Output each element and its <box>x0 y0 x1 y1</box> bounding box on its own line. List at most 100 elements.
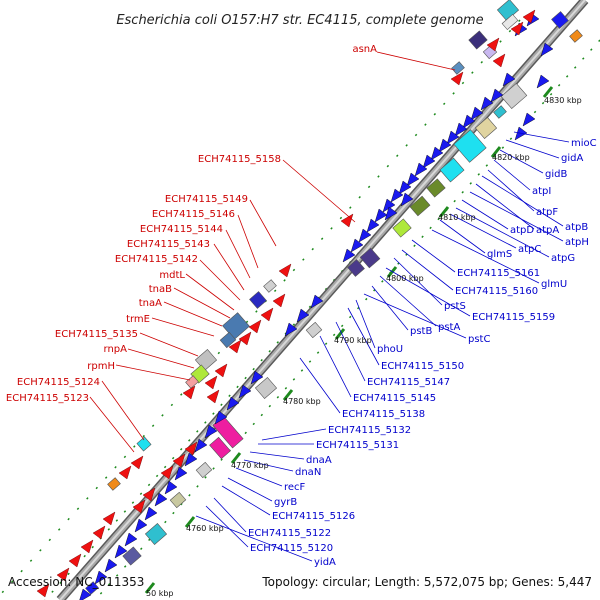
gene-label[interactable]: asnA <box>352 44 377 55</box>
forward-gene-arrow <box>490 88 504 103</box>
gene-block <box>359 247 381 269</box>
gene-label[interactable]: atpH <box>565 237 589 248</box>
reverse-gene-arrow <box>260 307 274 322</box>
gene-block <box>169 491 187 509</box>
tick-label: 4830 kbp <box>544 96 582 105</box>
gene-label[interactable]: glmU <box>541 279 567 290</box>
label-leader-line <box>411 239 456 273</box>
gene-block <box>551 11 569 29</box>
label-leader-line <box>431 229 540 284</box>
gene-label[interactable]: ECH74115_5144 <box>140 224 223 235</box>
gene-label[interactable]: gidA <box>561 153 583 164</box>
label-leader-line <box>401 249 454 291</box>
gene-block <box>249 291 267 309</box>
forward-gene-arrow <box>358 228 372 243</box>
reverse-gene-arrow <box>80 539 94 554</box>
reverse-gene-arrow <box>56 567 70 582</box>
gene-label[interactable]: pstB <box>410 326 432 337</box>
gene-label[interactable]: atpB <box>565 222 588 233</box>
gene-label[interactable]: glmS <box>487 249 512 260</box>
gene-label[interactable]: recF <box>284 482 306 493</box>
gene-label[interactable]: ECH74115_5135 <box>55 329 138 340</box>
label-leader-line <box>499 149 544 174</box>
label-leader-line <box>205 505 249 548</box>
gene-label[interactable]: ECH74115_5145 <box>353 393 436 404</box>
gene-label[interactable]: trmE <box>126 314 150 325</box>
gene-label[interactable]: rpmH <box>87 361 115 372</box>
gene-label[interactable]: ECH74115_5126 <box>272 511 355 522</box>
genome-backbone <box>56 0 589 600</box>
gene-label[interactable]: ECH74115_5159 <box>472 312 555 323</box>
gene-label[interactable]: atpG <box>551 253 575 264</box>
gene-label[interactable]: tnaA <box>139 298 162 309</box>
forward-gene-arrow <box>194 438 208 453</box>
gene-label[interactable]: gidB <box>545 169 567 180</box>
label-leader-line <box>225 229 251 279</box>
label-leader-line <box>261 428 327 441</box>
gene-label[interactable]: rnpA <box>104 344 128 355</box>
forward-gene-arrow <box>104 558 118 573</box>
gene-label[interactable]: ECH74115_5158 <box>198 154 281 165</box>
gene-label[interactable]: phoU <box>377 344 403 355</box>
gene-label[interactable]: mdtL <box>159 270 185 281</box>
reverse-gene-arrow <box>160 465 174 480</box>
gene-label[interactable]: ECH74115_5143 <box>127 239 210 250</box>
gene-label[interactable]: atpC <box>518 244 541 255</box>
gene-label[interactable]: ECH74115_5124 <box>17 377 100 388</box>
gene-label[interactable]: tnaB <box>149 284 172 295</box>
gene-block <box>392 218 412 238</box>
reverse-gene-arrow <box>278 263 292 278</box>
label-leader-line <box>249 451 305 460</box>
gene-block <box>136 436 152 452</box>
gene-label[interactable]: ECH74115_5150 <box>381 361 464 372</box>
forward-gene-arrow <box>480 96 494 111</box>
forward-gene-arrow <box>374 208 388 223</box>
gene-label[interactable]: ECH74115_5120 <box>250 543 333 554</box>
gene-label[interactable]: yidA <box>314 557 336 568</box>
gene-label[interactable]: atpD <box>510 225 534 236</box>
forward-gene-arrow <box>238 384 252 399</box>
forward-gene-arrow <box>174 466 188 481</box>
gene-label[interactable]: pstC <box>468 334 490 345</box>
reverse-gene-arrow <box>214 363 228 378</box>
reverse-gene-arrow <box>450 71 464 86</box>
gene-label[interactable]: atpA <box>536 225 559 236</box>
gene-label[interactable]: gyrB <box>274 497 297 508</box>
gene-label[interactable]: ECH74115_5147 <box>367 377 450 388</box>
gene-label[interactable]: ECH74115_5122 <box>248 528 331 539</box>
forward-gene-arrow <box>214 410 228 425</box>
gene-block <box>409 195 431 217</box>
label-leader-line <box>185 273 235 311</box>
tick-label: 4800 kbp <box>386 274 424 283</box>
reverse-gene-arrow <box>36 583 50 598</box>
label-leader-line <box>371 285 409 331</box>
label-leader-line <box>393 257 443 306</box>
gene-label[interactable]: atpF <box>536 207 558 218</box>
reverse-gene-arrow <box>510 21 524 36</box>
gene-label[interactable]: dnaA <box>306 455 332 466</box>
gene-label[interactable]: ECH74115_5146 <box>152 209 235 220</box>
gene-label[interactable]: pstS <box>444 301 466 312</box>
label-leader-line <box>363 293 467 339</box>
reverse-gene-arrow <box>184 441 198 456</box>
gene-label[interactable]: ECH74115_5149 <box>165 194 248 205</box>
gene-label[interactable]: ECH74115_5161 <box>457 268 540 279</box>
gene-label[interactable]: pstA <box>438 322 460 333</box>
gene-label[interactable]: dnaN <box>295 467 321 478</box>
label-leader-line <box>376 51 456 71</box>
gene-label[interactable]: ECH74115_5132 <box>328 425 411 436</box>
gene-label[interactable]: ECH74115_5123 <box>6 393 89 404</box>
gene-block <box>493 105 507 119</box>
label-leader-line <box>469 191 564 242</box>
gene-label[interactable]: atpI <box>532 186 551 197</box>
gene-block <box>569 29 583 43</box>
reverse-gene-arrow <box>228 339 242 354</box>
gene-label[interactable]: ECH74115_5131 <box>316 440 399 451</box>
gene-label[interactable]: ECH74115_5138 <box>342 409 425 420</box>
gene-label[interactable]: ECH74115_5160 <box>455 286 538 297</box>
gene-label[interactable]: mioC <box>571 138 597 149</box>
reverse-gene-arrow <box>182 385 196 400</box>
forward-labels: mioC gidA gidB atpI atpF atpB atpA atpH … <box>248 138 597 568</box>
gene-label[interactable]: ECH74115_5142 <box>115 254 198 265</box>
